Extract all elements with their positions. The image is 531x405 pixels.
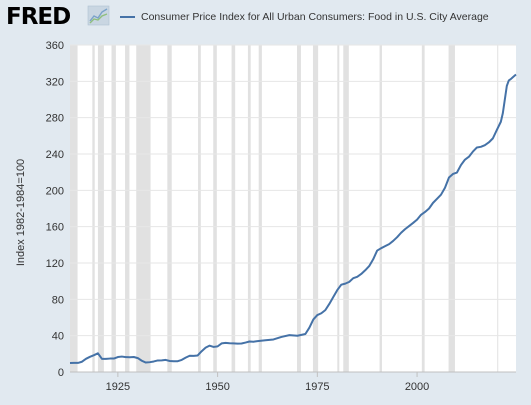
recession-band: [213, 45, 217, 372]
recession-band: [167, 45, 172, 372]
recession-band: [125, 45, 130, 372]
recession-band: [337, 45, 340, 372]
recession-band: [343, 45, 349, 372]
recession-band: [231, 45, 236, 372]
x-tick-label: 1925: [106, 381, 130, 393]
y-tick-label: 160: [46, 222, 64, 234]
recession-band: [198, 45, 201, 372]
recession-band: [97, 45, 104, 372]
series-line: [69, 73, 517, 365]
y-tick-label: 0: [58, 367, 64, 379]
header: FRED Consumer Price Index for All Urban …: [6, 4, 489, 30]
recession-band: [258, 45, 262, 372]
recession-band: [421, 45, 425, 372]
fred-chart-icon: [87, 5, 110, 26]
x-axis-ticks: 1925 1950 1975 2000: [70, 371, 516, 393]
y-tick-label: 240: [46, 149, 64, 161]
y-tick-label: 280: [46, 113, 64, 125]
recession-band: [312, 45, 319, 372]
recession-band: [136, 45, 151, 372]
recession-shading: [70, 45, 499, 372]
x-tick-label: 2000: [405, 381, 429, 393]
recession-band: [448, 45, 455, 372]
fred-logo[interactable]: FRED: [6, 4, 71, 30]
recession-band: [111, 45, 116, 372]
x-tick-label: 1950: [205, 381, 229, 393]
recession-band: [497, 45, 499, 372]
y-axis-label: Index 1982-1984=100: [15, 159, 27, 266]
recession-band: [379, 45, 382, 372]
recession-band: [296, 45, 301, 372]
legend-label[interactable]: Consumer Price Index for All Urban Consu…: [141, 11, 489, 23]
y-tick-label: 120: [46, 258, 64, 270]
series-layer: [69, 73, 517, 365]
recession-band: [92, 45, 95, 372]
x-tick-label: 1975: [305, 381, 329, 393]
recession-band: [70, 45, 78, 372]
y-tick-label: 320: [46, 76, 64, 88]
y-tick-label: 80: [52, 294, 64, 306]
y-tick-label: 200: [46, 185, 64, 197]
y-tick-label: 40: [52, 331, 64, 343]
y-axis-ticks: 0 40 80 120 160 200 240 280 320 360: [46, 40, 64, 379]
y-tick-label: 360: [46, 40, 64, 52]
recession-band: [247, 45, 251, 372]
